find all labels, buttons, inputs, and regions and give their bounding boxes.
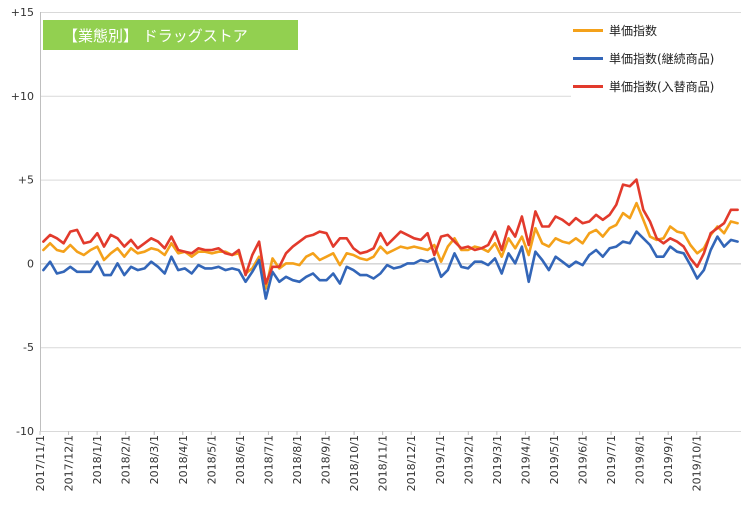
x-tick-label: 2018/11/1 (377, 435, 390, 491)
legend-item-replacement: 単価指数(入替商品) (571, 72, 741, 100)
x-tick-label: 2018/5/1 (205, 435, 218, 484)
gridlines (40, 12, 741, 432)
y-tick-label: 0 (27, 257, 34, 270)
x-tick-label: 2018/10/1 (348, 435, 361, 491)
x-tick-label: 2019/6/1 (577, 435, 590, 484)
x-tick-label: 2019/8/1 (634, 435, 647, 484)
x-tick-label: 2019/2/1 (462, 435, 475, 484)
x-tick-label: 2018/1/1 (91, 435, 104, 484)
x-tick-label: 2018/9/1 (320, 435, 333, 484)
legend-label-continuing: 単価指数(継続商品) (609, 51, 715, 66)
x-tick-label: 2019/9/1 (662, 435, 675, 484)
x-tick-label: 2018/8/1 (291, 435, 304, 484)
legend-label-unit-price: 単価指数 (609, 23, 658, 38)
series-line-3 (42, 178, 739, 285)
x-tick-label: 2019/1/1 (434, 435, 447, 484)
x-tick-label: 2018/4/1 (177, 435, 190, 484)
x-tick-label: 2018/6/1 (234, 435, 247, 484)
series-lines (42, 178, 739, 300)
legend-item-unit-price: 単価指数 (571, 16, 741, 44)
x-tick-label: 2017/11/1 (34, 435, 47, 491)
legend-item-continuing: 単価指数(継続商品) (571, 44, 741, 72)
x-tick-label: 2018/3/1 (148, 435, 161, 484)
y-tick-label: +15 (11, 6, 34, 19)
x-tick-label: 2019/4/1 (519, 435, 532, 484)
x-tick-label: 2019/5/1 (548, 435, 561, 484)
x-tick-label: 2018/2/1 (120, 435, 133, 484)
x-tick-label: 2019/10/1 (691, 435, 704, 491)
y-tick-label: -5 (23, 341, 34, 354)
x-tick-label: 2018/7/1 (262, 435, 275, 484)
chart-title: 【業態別】 ドラッグストア (43, 20, 298, 50)
x-tick-label: 2018/12/1 (405, 435, 418, 491)
x-tick-label: 2019/3/1 (491, 435, 504, 484)
legend-swatch-replacement (573, 84, 603, 88)
series-line-2 (42, 230, 739, 300)
x-tick-label: 2019/7/1 (605, 435, 618, 484)
legend-label-replacement: 単価指数(入替商品) (609, 79, 715, 94)
x-axis-ticks: 2017/11/1 2017/12/1 2018/1/1 2018/2/1 2018/3… (34, 431, 704, 491)
legend-swatch-unit-price (573, 28, 603, 32)
y-tick-label: -10 (16, 425, 34, 438)
series-line-1 (42, 201, 739, 290)
legend: 単価指数 単価指数(継続商品) 単価指数(入替商品) (571, 16, 741, 100)
y-axis-ticks: +15 +10 +5 0 -5 -10 (11, 6, 34, 438)
chart-title-text: 【業態別】 ドラッグストア (63, 26, 248, 45)
legend-swatch-continuing (573, 56, 603, 60)
y-tick-label: +10 (11, 90, 34, 103)
x-tick-label: 2017/12/1 (63, 435, 76, 491)
y-tick-label: +5 (18, 174, 34, 187)
